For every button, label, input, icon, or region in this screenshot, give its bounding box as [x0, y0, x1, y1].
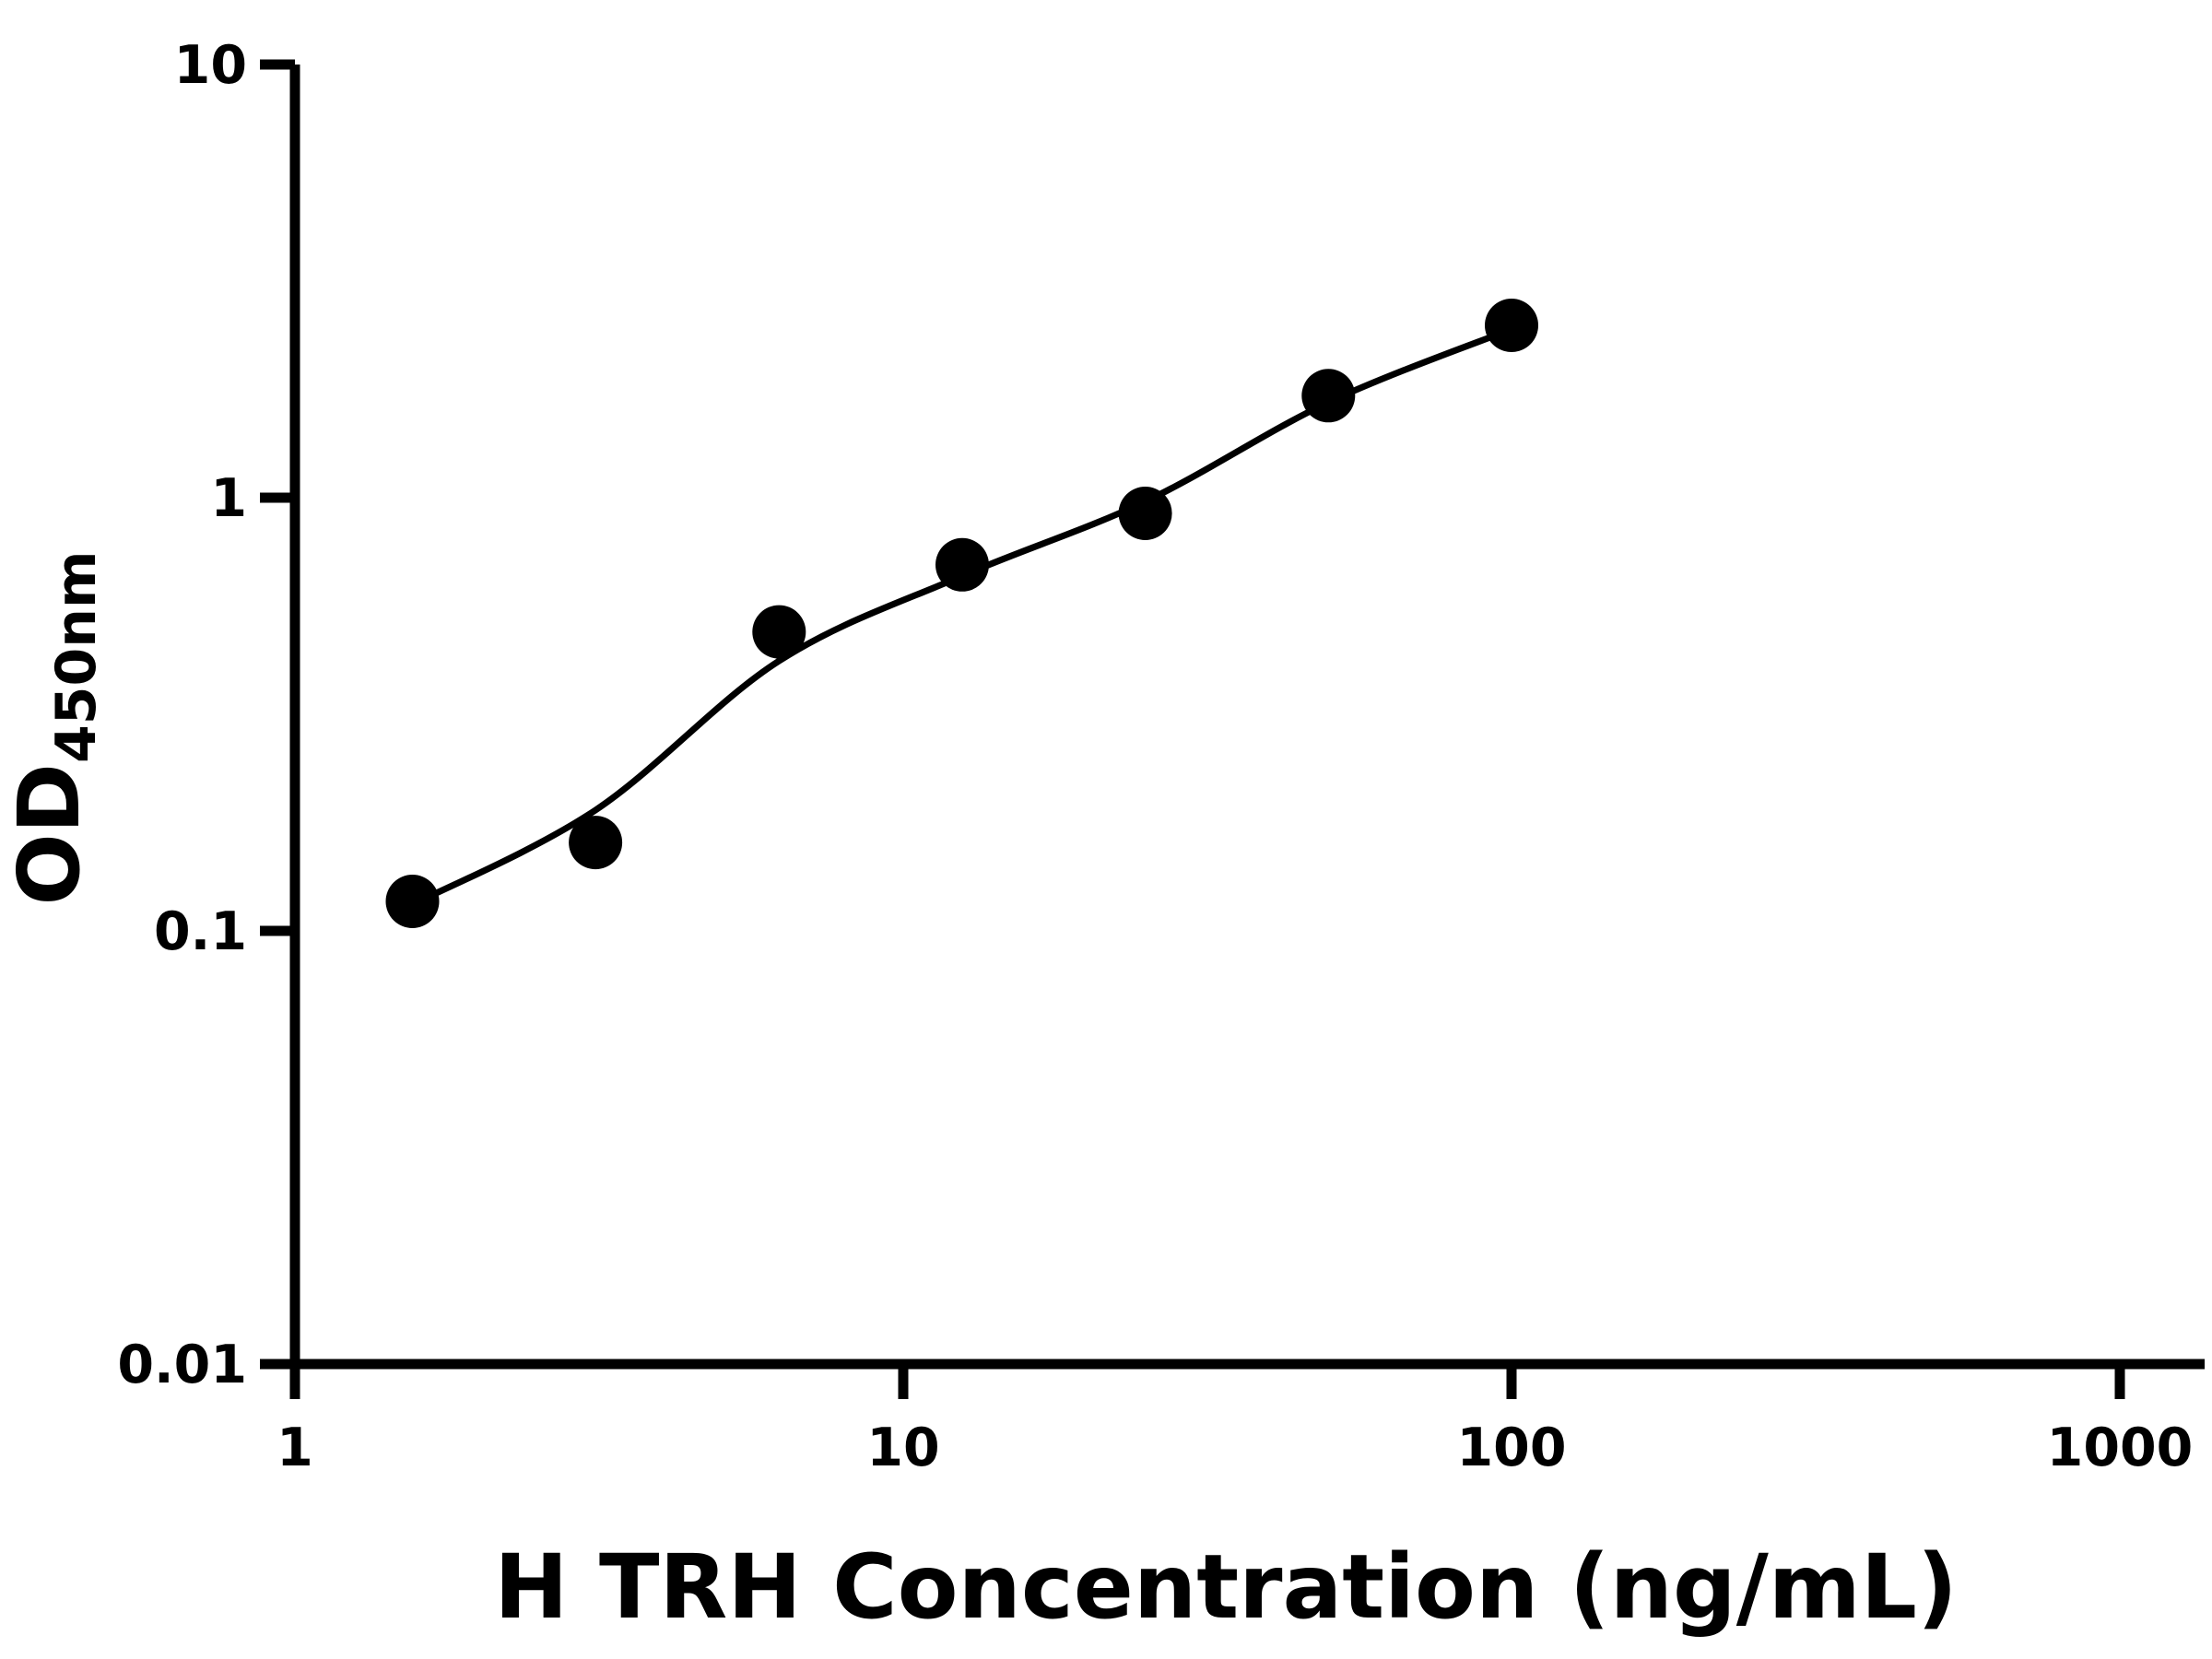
data-point — [1118, 487, 1172, 540]
data-point — [1485, 299, 1538, 352]
y-tick-label: 0.1 — [154, 901, 247, 962]
x-axis-title: H TRH Concentration (ng/mL) — [494, 1535, 1958, 1639]
y-tick-label: 10 — [174, 35, 247, 96]
x-tick-label: 10 — [866, 1418, 939, 1478]
y-axis-title: OD450nm — [0, 550, 109, 905]
data-point — [752, 605, 806, 659]
data-point — [1301, 369, 1356, 423]
axis-spine — [289, 65, 2205, 1370]
x-tick-label: 1000 — [2047, 1418, 2194, 1478]
y-tick-label: 0.01 — [117, 1335, 247, 1395]
data-point — [935, 537, 989, 592]
y-tick-label: 1 — [210, 468, 247, 529]
data-point — [569, 816, 623, 870]
x-tick-label: 100 — [1457, 1418, 1567, 1478]
fit-curve-line — [409, 325, 1515, 908]
y-axis-title-main: OD — [0, 763, 99, 906]
x-tick-label: 1 — [276, 1418, 313, 1478]
y-axis-title-sub: 450nm — [44, 550, 109, 762]
data-point — [385, 875, 440, 928]
